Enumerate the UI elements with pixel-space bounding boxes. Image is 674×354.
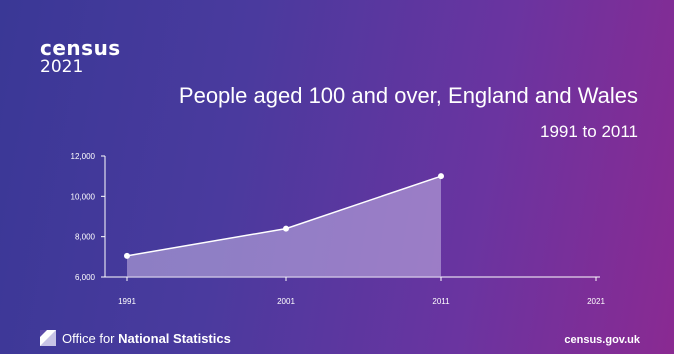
ons-name: Office for National Statistics bbox=[62, 331, 231, 346]
data-point bbox=[438, 173, 444, 180]
x-axis: 1991 2001 2011 2021 bbox=[105, 276, 605, 306]
y-tick-label: 8,000 bbox=[75, 233, 96, 242]
y-tick-label: 12,000 bbox=[71, 152, 96, 161]
x-tick-label: 2021 bbox=[587, 297, 605, 306]
data-point bbox=[283, 225, 289, 232]
y-tick-label: 6,000 bbox=[75, 273, 96, 282]
logo-word: census bbox=[40, 36, 121, 60]
data-point bbox=[124, 252, 130, 259]
ons-branding: Office for National Statistics bbox=[40, 330, 231, 346]
census-logo: census 2021 bbox=[40, 38, 121, 76]
site-link[interactable]: census.gov.uk bbox=[564, 334, 640, 346]
ons-name-bold: National Statistics bbox=[118, 330, 231, 346]
ons-logo-icon bbox=[40, 330, 56, 346]
ons-name-prefix: Office for bbox=[62, 330, 119, 346]
x-tick-label: 2001 bbox=[277, 297, 295, 306]
x-tick-label: 2011 bbox=[432, 297, 450, 306]
chart-subtitle: 1991 to 2011 bbox=[540, 122, 638, 141]
series-area bbox=[127, 176, 441, 277]
chart-title: People aged 100 and over, England and Wa… bbox=[178, 83, 638, 108]
y-axis: 6,000 8,000 10,000 12,000 bbox=[71, 152, 106, 282]
y-tick-label: 10,000 bbox=[71, 192, 96, 201]
x-tick-label: 1991 bbox=[118, 297, 136, 306]
logo-year: 2021 bbox=[40, 57, 84, 77]
series bbox=[124, 173, 444, 277]
